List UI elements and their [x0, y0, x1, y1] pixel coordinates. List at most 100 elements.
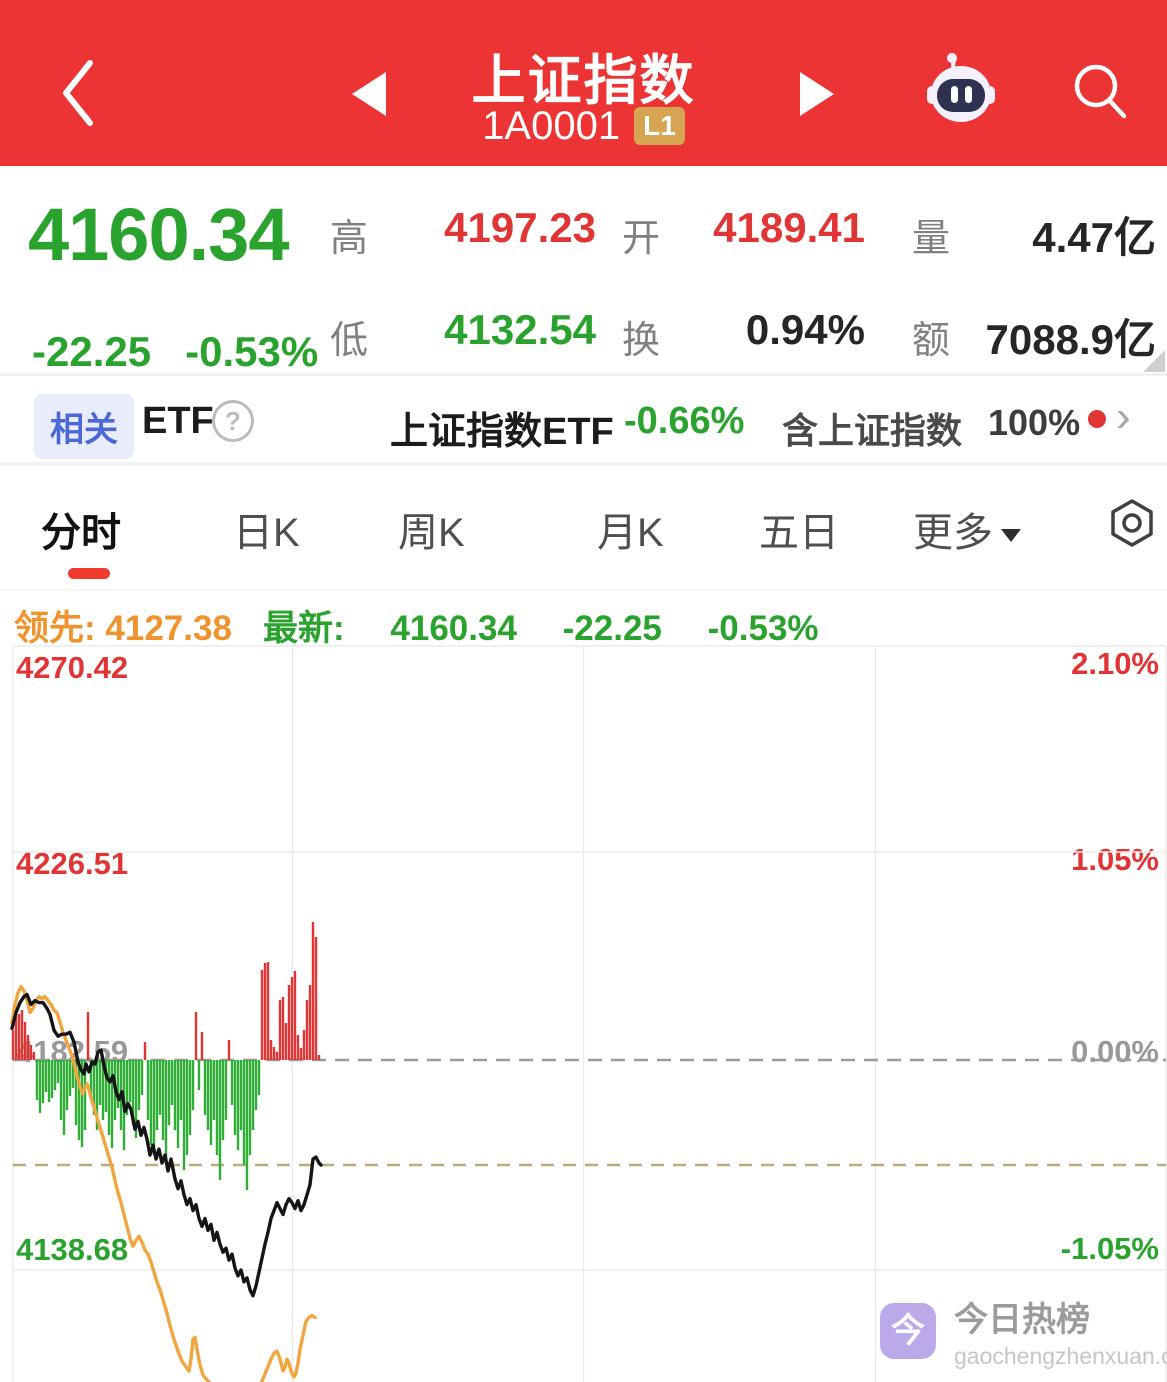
volume-bar-down: [203, 1060, 207, 1115]
prev-stock-arrow-icon[interactable]: [352, 72, 386, 116]
divider: [0, 373, 1167, 376]
volume-bar-down: [152, 1060, 156, 1155]
volume-bar-down: [62, 1060, 66, 1135]
leading-label: 领先:: [14, 609, 96, 648]
volume-bar-up: [287, 985, 291, 1060]
etf-label: ETF: [142, 400, 214, 442]
volume-bar-up: [200, 1032, 204, 1060]
volume-bar-up: [29, 1045, 33, 1060]
volume-bar-up: [299, 1048, 303, 1060]
etf-contain-label: 含上证指数: [782, 410, 963, 451]
volume-bar-down: [245, 1060, 249, 1190]
etf-name[interactable]: 上证指数ETF: [390, 411, 614, 453]
volume-bar-down: [248, 1060, 252, 1155]
divider: [0, 589, 1167, 591]
back-icon[interactable]: [52, 55, 104, 131]
volume-bar-up: [296, 1035, 300, 1060]
volume-bar-up: [275, 1052, 279, 1060]
volume-bar-down: [53, 1060, 57, 1090]
latest-change: -22.25: [562, 609, 662, 648]
assistant-robot-icon[interactable]: [925, 48, 997, 126]
chevron-right-icon[interactable]: ›: [1116, 392, 1131, 441]
volume-bar-down: [128, 1060, 132, 1102]
tab-五日[interactable]: 五日: [759, 511, 839, 555]
volume-bar-up: [23, 1022, 27, 1060]
volume-bar-down: [107, 1060, 111, 1135]
related-badge: 相关: [34, 394, 134, 459]
axis-left-label: 4138.68: [16, 1232, 129, 1267]
intraday-chart[interactable]: [0, 645, 1167, 1382]
tab-周K[interactable]: 周K: [398, 511, 465, 555]
volume-bar-down: [140, 1060, 144, 1095]
quote-level-badge: L1: [634, 107, 685, 145]
stat-label-开: 开: [622, 218, 661, 260]
volume-bar-down: [59, 1060, 63, 1120]
volume-bar-down: [185, 1060, 189, 1155]
volume-bar-down: [218, 1060, 222, 1180]
active-tab-underline: [68, 568, 110, 579]
volume-bar-down: [239, 1060, 243, 1130]
volume-bar-down: [254, 1060, 258, 1110]
next-stock-arrow-icon[interactable]: [800, 72, 834, 116]
volume-bar-down: [77, 1060, 81, 1140]
volume-bar-up: [302, 1030, 306, 1060]
divider: [0, 462, 1167, 466]
volume-bar-down: [125, 1060, 129, 1115]
current-price: 4160.34: [28, 193, 289, 276]
volume-bar-down: [209, 1060, 213, 1145]
average-price-line: [10, 985, 317, 1382]
stock-code: 1A0001: [482, 104, 621, 148]
volume-bar-up: [293, 971, 297, 1060]
tab-日K[interactable]: 日K: [233, 511, 300, 555]
stat-label-低: 低: [330, 320, 369, 362]
volume-bar-down: [257, 1060, 261, 1095]
volume-bar-down: [71, 1060, 75, 1088]
header: 上证指数 1A0001 L1: [0, 0, 1167, 166]
volume-bar-down: [206, 1060, 210, 1130]
volume-bar-down: [98, 1060, 102, 1105]
stat-label-量: 量: [912, 218, 951, 260]
volume-bar-down: [149, 1060, 153, 1145]
chart-settings-icon[interactable]: [1108, 498, 1156, 548]
volume-bar-up: [17, 1014, 21, 1060]
latest-value: 4160.34: [390, 609, 517, 648]
stat-value-低: 4132.54: [444, 306, 596, 353]
volume-bar-up: [266, 962, 270, 1060]
volume-bar-down: [182, 1060, 186, 1170]
price-change-row: -22.25 -0.53%: [32, 328, 352, 376]
stock-code-row: 1A0001 L1: [0, 104, 1167, 149]
volume-bar-up: [86, 1012, 90, 1060]
volume-bar-down: [35, 1060, 39, 1100]
tab-月K[interactable]: 月K: [597, 511, 664, 555]
watermark-logo-icon: 今: [880, 1303, 936, 1359]
expand-quote-handle[interactable]: [1143, 350, 1165, 372]
axis-right-label: 1.05%: [1071, 842, 1159, 877]
volume-bar-down: [95, 1060, 99, 1130]
volume-bar-up: [32, 1052, 36, 1060]
axis-left-label: 4270.42: [16, 650, 129, 685]
volume-bar-up: [317, 1055, 321, 1060]
tab-更多[interactable]: 更多: [913, 500, 1021, 558]
help-icon[interactable]: ?: [212, 400, 254, 442]
volume-bar-down: [173, 1060, 177, 1130]
volume-bar-down: [131, 1060, 135, 1125]
volume-bar-up: [290, 977, 294, 1060]
volume-bar-down: [89, 1060, 93, 1095]
tab-分时[interactable]: 分时: [41, 511, 121, 555]
volume-bar-up: [278, 1000, 282, 1060]
volume-bar-up: [311, 922, 315, 1060]
volume-bar-down: [179, 1060, 183, 1120]
volume-bar-up: [269, 1040, 273, 1060]
volume-bar-down: [170, 1060, 174, 1105]
volume-bar-up: [272, 1047, 276, 1060]
etf-change: -0.66%: [624, 400, 745, 442]
volume-bar-down: [224, 1060, 228, 1120]
latest-quote: 最新: 4160.34 -22.25 -0.53%: [263, 600, 855, 651]
volume-bar-down: [41, 1060, 45, 1103]
search-icon[interactable]: [1068, 58, 1134, 124]
volume-bar-down: [68, 1060, 72, 1096]
volume-bar-down: [83, 1060, 87, 1130]
volume-bar-up: [11, 1030, 15, 1060]
volume-bar-down: [155, 1060, 159, 1130]
